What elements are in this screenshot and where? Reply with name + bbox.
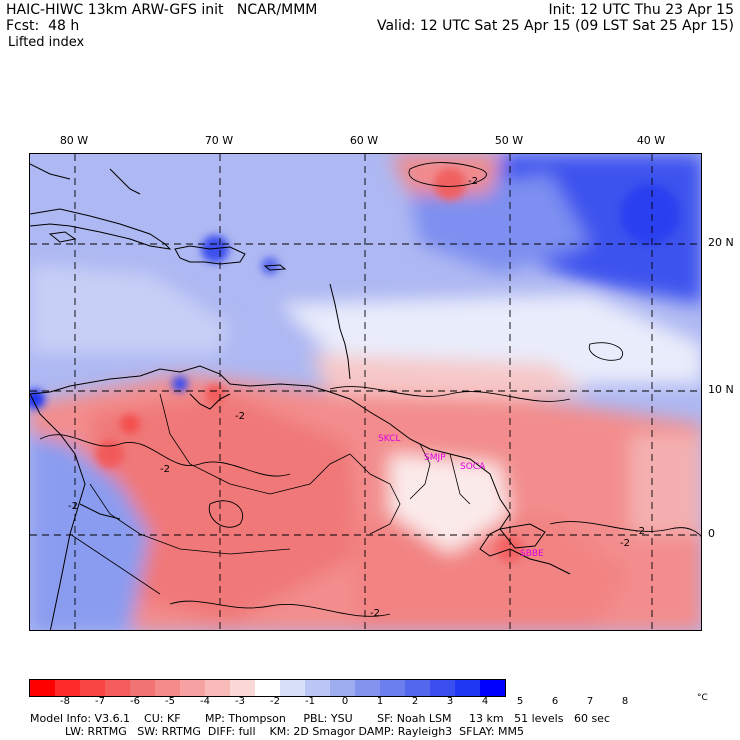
colorbar: [29, 679, 506, 697]
colorbar-swatch: [180, 680, 205, 696]
borders: [69, 393, 471, 595]
lat-label: 10 N: [708, 383, 734, 396]
colorbar-tick-label: 3: [446, 696, 454, 707]
colorbar-swatch: [430, 680, 455, 696]
colorbar-swatch: [455, 680, 480, 696]
colorbar-swatch: [130, 680, 155, 696]
colorbar-swatch: [355, 680, 380, 696]
colorbar-tick-label: 5: [516, 696, 524, 707]
lat-label: 20 N: [708, 236, 734, 249]
field-name: Lifted index: [8, 35, 85, 50]
colorbar-swatch: [55, 680, 80, 696]
colorbar-tick-label: 4: [481, 696, 489, 707]
colorbar-swatch: [105, 680, 130, 696]
init-time: Init: 12 UTC Thu 23 Apr 15: [548, 2, 734, 18]
colorbar-tick-label: 2: [411, 696, 419, 707]
contour-label: -2: [620, 538, 630, 549]
colorbar-swatch: [280, 680, 305, 696]
colorbar-tick-label: -2: [270, 696, 280, 707]
colorbar-tick-label: 0: [341, 696, 349, 707]
colorbar-tick-label: -7: [95, 696, 105, 707]
colorbar-tick-label: -8: [60, 696, 70, 707]
model-info-line2: LW: RRTMG SW: RRTMG DIFF: full KM: 2D Sm…: [30, 725, 524, 738]
contour-label: -2: [68, 501, 78, 512]
coastlines: [30, 163, 571, 630]
lon-label: 60 W: [349, 134, 379, 147]
lat-label: 0: [708, 527, 715, 540]
map-canvas: -2 -2 -2 -2 -2 -2 -2 SKCL SMJP SOCA SBBE: [30, 154, 701, 630]
contour-label: -2: [635, 526, 645, 537]
colorbar-swatch: [405, 680, 430, 696]
lon-label: 80 W: [59, 134, 89, 147]
contour-label: -2: [370, 608, 380, 619]
contour-label: -2: [160, 464, 170, 475]
colorbar-tick-label: -1: [305, 696, 315, 707]
lon-label: 70 W: [204, 134, 234, 147]
contours: [39, 162, 701, 617]
valid-time: Valid: 12 UTC Sat 25 Apr 15 (09 LST Sat …: [376, 18, 734, 34]
forecast-hour: Fcst: 48 h: [6, 18, 80, 34]
colorbar-swatch: [230, 680, 255, 696]
colorbar-swatch: [30, 680, 55, 696]
colorbar-swatch: [380, 680, 405, 696]
lon-label: 50 W: [494, 134, 524, 147]
station-label: SOCA: [460, 462, 486, 472]
colorbar-unit: °C: [697, 693, 708, 703]
colorbar-swatch: [330, 680, 355, 696]
lifted-index-map: -2 -2 -2 -2 -2 -2 -2 SKCL SMJP SOCA SBBE: [29, 153, 702, 631]
station-label: SKCL: [378, 434, 400, 444]
station-label: SBBE: [520, 549, 544, 559]
contour-label: -2: [468, 176, 478, 187]
model-info-line1: Model Info: V3.6.1 CU: KF MP: Thompson P…: [30, 712, 610, 725]
lon-label: 40 W: [636, 134, 666, 147]
colorbar-tick-label: -4: [200, 696, 210, 707]
model-title: HAIC-HIWC 13km ARW-GFS init NCAR/MMM: [6, 2, 318, 18]
contour-label: -2: [235, 411, 245, 422]
station-label: SMJP: [424, 453, 446, 463]
colorbar-tick-label: 1: [376, 696, 384, 707]
colorbar-tick-label: 7: [586, 696, 594, 707]
colorbar-tick-label: -6: [130, 696, 140, 707]
colorbar-tick-label: 6: [551, 696, 559, 707]
colorbar-tick-label: -5: [165, 696, 175, 707]
colorbar-tick-label: 8: [621, 696, 629, 707]
colorbar-swatch: [80, 680, 105, 696]
colorbar-swatch: [155, 680, 180, 696]
colorbar-swatch: [305, 680, 330, 696]
colorbar-swatch: [255, 680, 280, 696]
colorbar-swatch: [480, 680, 505, 696]
colorbar-tick-label: -3: [235, 696, 245, 707]
graticule: [30, 154, 701, 630]
colorbar-swatch: [205, 680, 230, 696]
